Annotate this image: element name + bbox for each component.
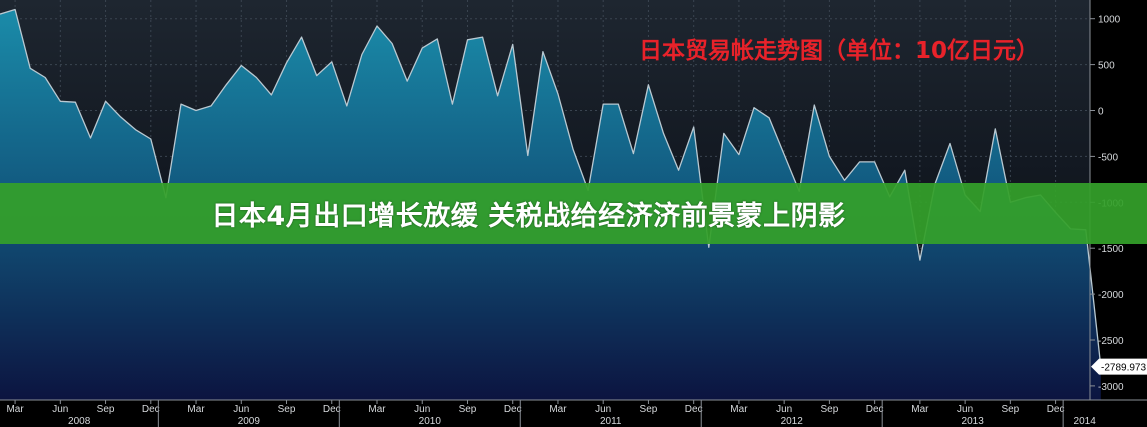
x-tick-label: Sep	[1001, 404, 1019, 415]
last-value-marker: -2789.973	[1091, 358, 1147, 375]
year-label: 2013	[962, 416, 985, 427]
headline-text: 日本4月出口增长放缓 关税战给经济济前景蒙上阴影	[211, 201, 846, 232]
x-tick-label: Mar	[187, 404, 205, 415]
x-axis-ticks: Mar Jun Sep Dec Mar Jun Sep Dec Mar Jun Sep Dec Mar J…	[6, 400, 1096, 427]
x-tick-label: Dec	[504, 404, 522, 415]
y-tick-label: -500	[1098, 152, 1118, 163]
headline-banner: 日本4月出口增长放缓 关税战给经济济前景蒙上阴影	[0, 183, 1147, 244]
y-tick-label: -1500	[1098, 244, 1124, 255]
x-tick-label: Jun	[52, 404, 68, 415]
x-tick-label: Dec	[685, 404, 703, 415]
y-tick-label: -3000	[1098, 382, 1124, 393]
x-tick-label: Jun	[957, 404, 973, 415]
x-tick-label: Jun	[414, 404, 430, 415]
x-tick-label: Jun	[776, 404, 792, 415]
x-tick-label: Mar	[730, 404, 748, 415]
x-tick-label: Sep	[640, 404, 658, 415]
x-tick-label: Mar	[368, 404, 386, 415]
year-label: 2014	[1074, 416, 1097, 427]
year-label: 2011	[600, 416, 622, 427]
x-tick-label: Dec	[866, 404, 884, 415]
y-tick-label: -2500	[1098, 336, 1124, 347]
x-tick-label: Sep	[278, 404, 296, 415]
year-label: 2008	[68, 416, 91, 427]
x-tick-label: Mar	[6, 404, 24, 415]
year-label: 2009	[238, 416, 261, 427]
y-tick-label: 500	[1098, 61, 1115, 72]
x-tick-label: Dec	[323, 404, 341, 415]
y-tick-label: -2000	[1098, 290, 1124, 301]
last-value-label: -2789.973	[1101, 363, 1146, 374]
year-label: 2012	[781, 416, 804, 427]
x-tick-label: Mar	[549, 404, 567, 415]
x-tick-label: Sep	[97, 404, 115, 415]
x-tick-label: Dec	[142, 404, 160, 415]
x-tick-label: Mar	[911, 404, 929, 415]
y-tick-label: 1000	[1098, 15, 1121, 26]
x-tick-label: Sep	[821, 404, 839, 415]
series-line	[0, 8, 1102, 367]
x-tick-label: Dec	[1047, 404, 1065, 415]
x-tick-label: Sep	[459, 404, 477, 415]
y-tick-label: 0	[1098, 107, 1104, 118]
x-tick-label: Jun	[233, 404, 249, 415]
year-label: 2010	[419, 416, 442, 427]
chart-title: 日本贸易帐走势图（单位：10亿日元）	[638, 38, 1039, 64]
last-value-box	[1091, 358, 1147, 375]
x-tick-label: Jun	[595, 404, 611, 415]
